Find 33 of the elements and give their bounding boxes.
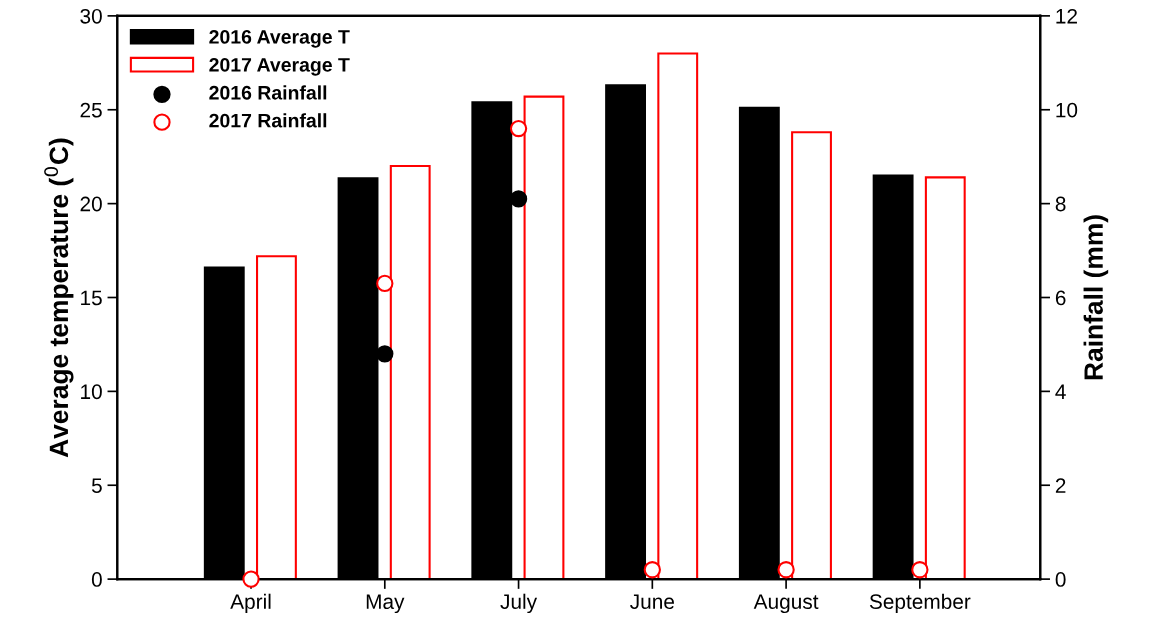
x-tick-label: August bbox=[753, 594, 819, 614]
point bbox=[242, 570, 260, 588]
x-tick-label: July bbox=[500, 593, 538, 614]
y-axis-title: Average temperature ($^{0}$C) bbox=[44, 138, 74, 458]
legend-label: 2017 Rainfall bbox=[209, 113, 327, 128]
y-tick-label: 30 bbox=[80, 8, 102, 24]
x-tick-label: April bbox=[230, 593, 271, 614]
legend-label: 2017 Average T bbox=[209, 57, 350, 76]
y-tick-label: 15 bbox=[81, 290, 102, 306]
y2-tick-label: 4 bbox=[1055, 384, 1066, 399]
x-tick-label: May bbox=[366, 594, 405, 614]
point bbox=[911, 561, 929, 579]
y2-tick-label: 12 bbox=[1056, 8, 1077, 24]
y-tick-label: 5 bbox=[91, 478, 102, 493]
y2-tick-label: 6 bbox=[1055, 290, 1066, 306]
point bbox=[376, 345, 394, 363]
y-tick-label: 0 bbox=[91, 572, 102, 587]
x-tick-label: September bbox=[869, 593, 971, 614]
y-tick-label: 25 bbox=[80, 102, 102, 118]
y2-tick-label: 2 bbox=[1055, 478, 1066, 493]
x-tick-label: June bbox=[630, 594, 674, 610]
point bbox=[376, 274, 394, 293]
point bbox=[777, 561, 795, 579]
legend-label: 2016 Rainfall bbox=[209, 85, 327, 100]
y-tick-label: 10 bbox=[81, 384, 102, 400]
point bbox=[509, 119, 528, 138]
point bbox=[643, 561, 661, 579]
legend-label: 2016 Average T bbox=[209, 30, 350, 48]
y2-tick-label: 0 bbox=[1055, 572, 1066, 587]
y-tick-label: 20 bbox=[80, 196, 102, 212]
y2-tick-label: 10 bbox=[1056, 102, 1078, 118]
y2-tick-label: 8 bbox=[1055, 196, 1066, 212]
y2-axis-title: Rainfall (mm) bbox=[1083, 215, 1109, 380]
